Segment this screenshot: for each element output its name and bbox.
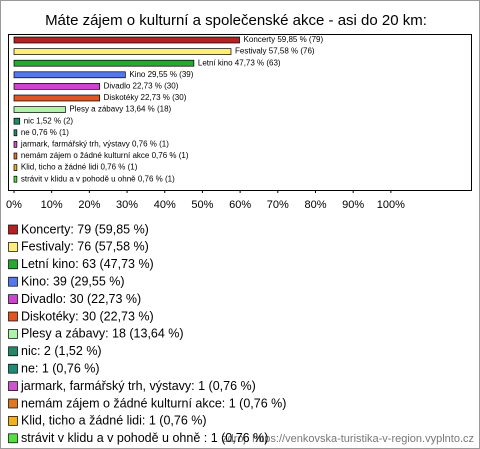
legend-label: Diskotéky: 30 (22,73 %) [21,309,154,323]
legend-swatch [8,363,18,374]
bar [13,129,18,137]
x-tick-label: 0% [6,199,22,211]
legend-swatch [8,276,18,287]
legend-label: ne: 1 (0,76 %) [21,361,100,375]
bar-label: Letní kino 47,73 % (63) [198,58,281,67]
legend-swatch [8,416,18,426]
legend-label: strávit v klidu a v pohodě u ohně : 1 (0… [21,431,268,445]
bar-label: Divadlo 22,73 % (30) [104,82,179,91]
legend-label: Koncerty: 79 (59,85 %) [21,222,149,236]
legend-label: jarmark, farmářský trh, výstavy: 1 (0,76… [20,379,256,393]
legend-label: Plesy a zábavy: 18 (13,64 %) [21,327,184,341]
bar-label: Festivaly 57,58 % (76) [235,47,315,56]
chart-title: Máte zájem o kulturní a společenské akce… [45,12,427,29]
legend-swatch [8,311,18,322]
bar [13,36,240,44]
bar [13,164,18,171]
legend-swatch [8,259,18,270]
bar-label: Koncerty 59,85 % (79) [244,35,324,44]
bar [13,83,101,90]
bar-label: strávit v klidu a v pohodě u ohně 0,76 %… [21,174,175,183]
bar [13,141,18,148]
legend-swatch [8,398,18,409]
bar [13,117,21,125]
x-tick-label: 90% [342,199,364,211]
legend-swatch [8,329,18,339]
x-tick-label: 50% [191,199,213,211]
legend-swatch [8,346,18,357]
legend-label: nic: 2 (1,52 %) [21,344,102,358]
bar [13,175,18,183]
legend-swatch [8,224,18,235]
bar [13,71,126,79]
bar-label: ne 0,76 % (1) [21,128,69,137]
bar-label: Kino 29,55 % (39) [129,70,193,79]
bar [13,59,195,67]
bar-label: Klid, ticho a žádné lidi 0,76 % (1) [21,163,138,172]
x-tick-label: 20% [78,199,100,211]
legend-label: Kino: 39 (29,55 %) [21,274,125,288]
bar [13,106,66,113]
legend-label: nemám zájem o žádné kulturní akce: 1 (0,… [21,396,286,410]
x-tick-label: 60% [229,199,251,211]
bar-label: Plesy a zábavy 13,64 % (18) [69,105,171,114]
bar-label: nic 1,52 % (2) [24,116,74,125]
source: zdroj: https://venkovska-turistika-v-reg… [222,433,474,445]
legend-label: Festivaly: 76 (57,58 %) [21,240,149,254]
legend-swatch [8,242,18,252]
legend-label: Divadlo: 30 (22,73 %) [21,292,141,306]
legend-label: Klid, ticho a žádné lidi: 1 (0,76 %) [21,414,207,428]
x-tick-label: 30% [116,199,138,211]
bar-label: jarmark, farmářský trh, výstavy 0,76 % (… [20,140,169,149]
x-tick-label: 40% [154,199,176,211]
x-tick-label: 10% [41,199,63,211]
x-tick-label: 100% [377,199,405,211]
legend-swatch [8,381,18,391]
bar-label: nemám zájem o žádné kulturní akce 0,76 %… [21,151,189,160]
legend-swatch [8,433,18,444]
legend-label: Letní kino: 63 (47,73 %) [21,257,154,271]
bar [13,94,101,102]
legend-swatch [8,294,18,304]
bar-label: Diskotéky 22,73 % (30) [104,93,187,102]
bar [13,48,232,55]
bar [13,152,18,160]
x-tick-label: 70% [267,199,289,211]
x-tick-label: 80% [304,199,326,211]
